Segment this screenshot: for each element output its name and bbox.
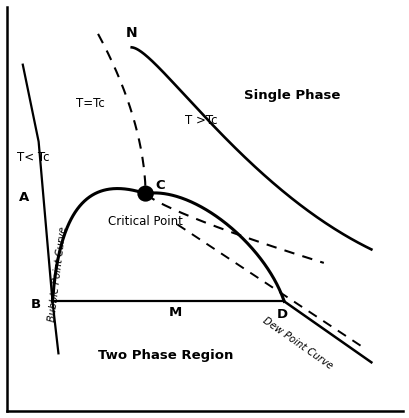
Text: A: A [18,191,29,204]
Text: N: N [126,25,137,40]
Text: Critical Point: Critical Point [108,215,182,228]
Text: Single Phase: Single Phase [243,89,339,102]
Text: T=Tc: T=Tc [76,97,105,110]
Circle shape [138,187,152,201]
Text: Two Phase Region: Two Phase Region [97,349,232,362]
Text: C: C [155,179,165,192]
Text: Bubble Point Curve: Bubble Point Curve [47,226,68,323]
Text: T< Tc: T< Tc [17,150,49,163]
Text: B: B [30,298,40,311]
Text: T >Tc: T >Tc [185,114,217,127]
Text: Dew Point Curve: Dew Point Curve [261,316,334,372]
Text: M: M [168,306,182,319]
Text: D: D [276,308,287,321]
